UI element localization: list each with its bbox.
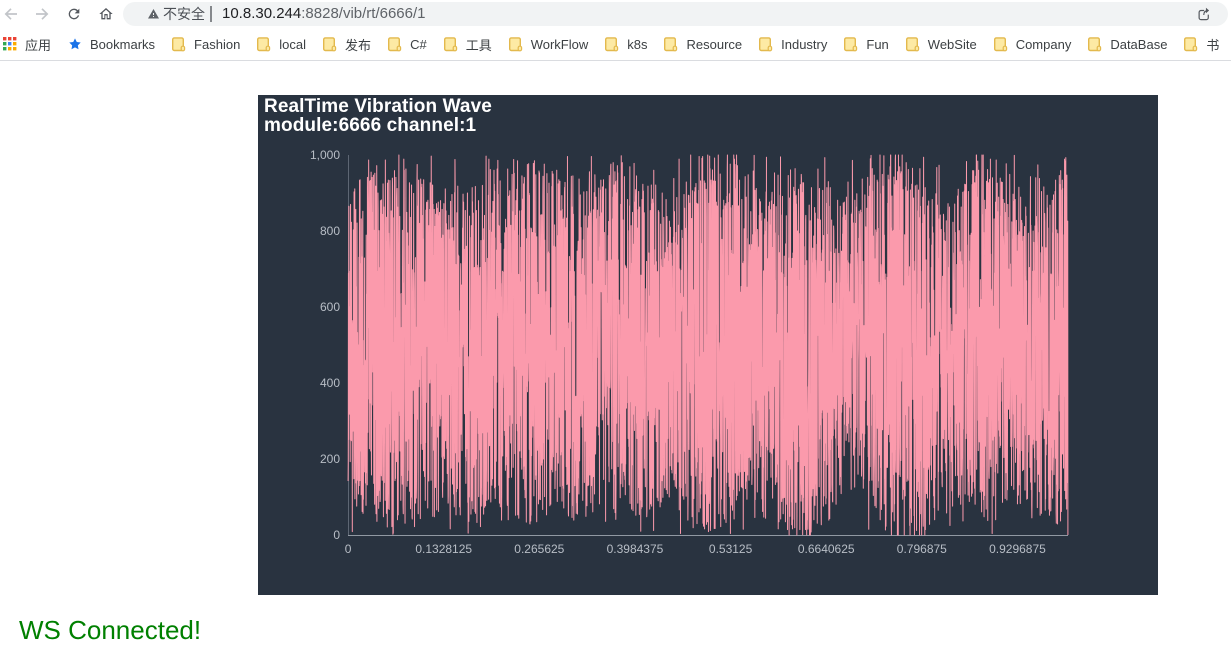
y-axis-label: 800 bbox=[320, 224, 340, 238]
bookmark-folder-icon bbox=[905, 36, 919, 51]
bookmark-folder-item[interactable]: 发布 bbox=[323, 35, 371, 54]
bookmark-folder-item[interactable]: 书 bbox=[1184, 35, 1219, 54]
apps-shortcut[interactable]: 应用 bbox=[3, 35, 51, 54]
bookmark-folder-item[interactable]: Industry bbox=[759, 37, 827, 52]
bookmarks-label: Bookmarks bbox=[90, 36, 156, 52]
bookmark-folder-icon bbox=[664, 36, 678, 51]
x-axis-label: 0.3984375 bbox=[607, 542, 664, 556]
x-axis-label: 0.1328125 bbox=[415, 542, 472, 556]
bookmark-folder-label: WorkFlow bbox=[530, 36, 589, 52]
bookmark-folder-icon bbox=[257, 36, 271, 51]
bookmark-folder-icon bbox=[388, 36, 402, 51]
waveform-line bbox=[347, 154, 1069, 536]
bookmark-folder-label: Fun bbox=[866, 36, 889, 52]
bookmark-folder-label: 工具 bbox=[465, 37, 492, 53]
bookmarks-folder-root[interactable]: Bookmarks bbox=[68, 37, 155, 52]
bookmark-folder-icon bbox=[844, 36, 858, 51]
reload-button[interactable] bbox=[66, 6, 82, 22]
bookmarks-bar: 应用 Bookmarks Fashion local 发布 C# 工具 WorkFlow k… bbox=[0, 28, 1231, 60]
address-bar[interactable]: 不安全 10.8.30.244:8828/vib/rt/6666/1 bbox=[123, 2, 1228, 26]
bookmark-folder-label: Resource bbox=[686, 36, 743, 52]
bookmark-folder-label: Industry bbox=[781, 36, 828, 52]
bookmark-folder-label: WebSite bbox=[927, 36, 977, 52]
home-button[interactable] bbox=[98, 6, 114, 22]
bookmark-folder-item[interactable]: 工具 bbox=[443, 35, 492, 54]
bookmark-folder-icon bbox=[443, 36, 457, 51]
security-chip[interactable]: 不安全 bbox=[163, 6, 205, 22]
y-axis-label: 200 bbox=[320, 452, 340, 466]
bookmark-folder-item[interactable]: C# bbox=[388, 37, 427, 52]
x-axis-label: 0.53125 bbox=[709, 542, 753, 556]
bookmark-folder-label: Company bbox=[1015, 36, 1072, 52]
bookmark-folder-item[interactable]: local bbox=[257, 37, 306, 52]
home-icon bbox=[99, 8, 113, 20]
y-axis-label: 400 bbox=[320, 376, 340, 390]
forward-icon bbox=[36, 8, 49, 20]
y-axis-label: 0 bbox=[333, 528, 340, 542]
bookmark-folder-item[interactable]: Fashion bbox=[172, 37, 240, 52]
back-button[interactable] bbox=[3, 6, 19, 22]
bookmark-folder-item[interactable]: k8s bbox=[605, 37, 647, 52]
bookmark-folder-label: 发布 bbox=[345, 37, 372, 53]
bookmark-folder-item[interactable]: WebSite bbox=[905, 36, 977, 52]
bookmark-folder-label: local bbox=[279, 36, 307, 52]
bookmark-folder-icon bbox=[605, 36, 619, 51]
page-content: 0 200 400 600 800 1,000 0 0.1328125 0.265625 0.39… bbox=[0, 61, 1231, 652]
bookmark-folder-icon bbox=[993, 36, 1007, 51]
bookmark-folder-icon bbox=[1088, 36, 1102, 51]
ws-status-text: WS Connected! bbox=[19, 615, 202, 645]
address-bar-separator bbox=[210, 6, 212, 22]
bookmark-folder-item[interactable]: Company bbox=[993, 36, 1072, 52]
forward-button[interactable] bbox=[34, 6, 50, 22]
bookmark-folder-icon bbox=[508, 36, 522, 51]
bookmark-folder-icon bbox=[1184, 36, 1198, 51]
x-axis-label: 0.6640625 bbox=[798, 542, 855, 556]
bookmark-folder-icon bbox=[759, 36, 773, 51]
chart-title: RealTime Vibration Wave module:6666 chan… bbox=[264, 96, 492, 136]
bookmark-folder-item[interactable]: WorkFlow bbox=[508, 36, 589, 52]
bookmark-folder-icon bbox=[323, 36, 337, 51]
x-axis-label: 0.796875 bbox=[897, 542, 947, 556]
browser-toolbar: 不安全 10.8.30.244:8828/vib/rt/6666/1 bbox=[0, 0, 1231, 28]
bookmark-folder-label: C# bbox=[410, 36, 427, 52]
apps-label: 应用 bbox=[25, 37, 52, 53]
url-host: 10.8.30.244 bbox=[222, 5, 302, 22]
bookmark-folder-label: Fashion bbox=[194, 36, 241, 52]
bookmark-folder-label: DataBase bbox=[1110, 36, 1168, 52]
warning-icon[interactable] bbox=[147, 8, 160, 20]
bookmark-folder-icon bbox=[172, 36, 186, 51]
url-path: :8828/vib/rt/6666/1 bbox=[301, 5, 426, 22]
bookmark-folder-label: k8s bbox=[627, 36, 648, 52]
y-axis-label: 1,000 bbox=[310, 148, 340, 162]
share-icon[interactable] bbox=[1195, 5, 1213, 23]
x-axis-label: 0 bbox=[345, 542, 352, 556]
bookmark-folder-label: 书 bbox=[1206, 37, 1220, 53]
bookmarks-star-icon bbox=[69, 38, 81, 50]
bookmark-folder-item[interactable]: Fun bbox=[844, 36, 889, 52]
url-text[interactable]: 10.8.30.244:8828/vib/rt/6666/1 bbox=[222, 2, 426, 26]
back-icon bbox=[4, 8, 17, 20]
y-axis-label: 600 bbox=[320, 300, 340, 314]
bookmark-folder-item[interactable]: Resource bbox=[664, 37, 742, 52]
bookmark-folder-item[interactable]: DataBase bbox=[1088, 37, 1167, 52]
x-axis-label: 0.265625 bbox=[514, 542, 564, 556]
apps-grid-icon bbox=[3, 37, 17, 51]
x-axis-label: 0.9296875 bbox=[989, 542, 1046, 556]
chart-panel: 0 200 400 600 800 1,000 0 0.1328125 0.265625 0.39… bbox=[258, 95, 1158, 595]
vibration-chart[interactable]: 0 200 400 600 800 1,000 0 0.1328125 0.265625 0.39… bbox=[258, 95, 1158, 595]
reload-icon bbox=[68, 8, 80, 20]
browser-chrome: 不安全 10.8.30.244:8828/vib/rt/6666/1 应用 Bo… bbox=[0, 0, 1231, 61]
